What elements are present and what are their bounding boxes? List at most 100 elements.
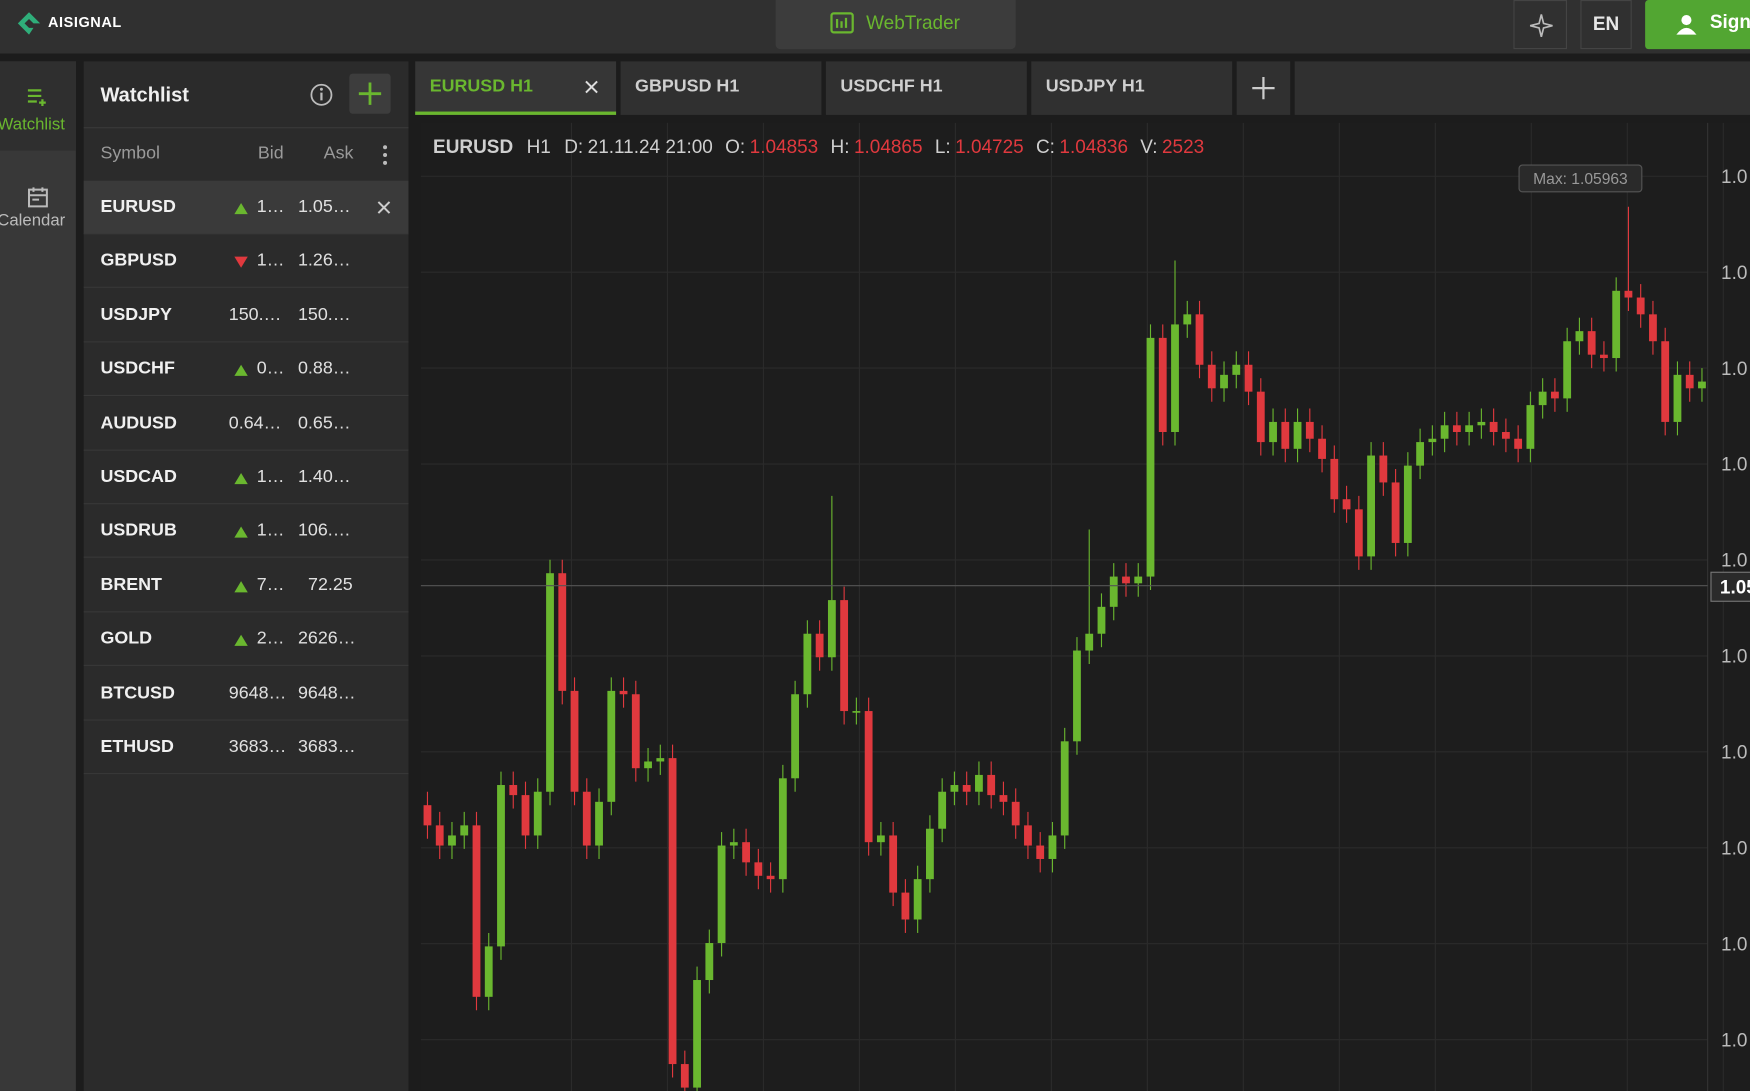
watchlist-row[interactable]: BRENT 7… 72.25 [83,559,409,613]
webtrader-label: WebTrader [866,12,960,34]
bid: 1… [256,251,285,271]
arrow [234,472,248,485]
remove-icon[interactable] [376,200,392,216]
close-tab[interactable] [584,79,600,95]
info-label: O: [725,136,746,158]
price-label: 1.0 [1721,647,1747,668]
watchlist-row[interactable]: GOLD 2… 2626… [83,613,409,667]
candle-body [729,842,738,846]
language-button[interactable]: EN [1580,0,1632,50]
candle-body [926,828,934,880]
trend-arrow [234,203,248,215]
watchlist-row[interactable]: ETHUSD 3683… 3683… [83,721,409,775]
watchlist-row[interactable]: USDCHF 0… 0.88… [83,343,409,397]
candle-body [705,943,714,981]
logo-icon [17,12,41,35]
candle-body [754,862,763,876]
candle-body [656,758,665,762]
candle-body [1673,374,1682,422]
candle-body [1428,438,1437,443]
info-icon[interactable] [309,83,334,108]
menu-icon[interactable] [381,144,390,166]
tab[interactable]: EURUSD H1 [415,61,617,115]
watchlist-title: Watchlist [100,83,190,106]
watchlist-row[interactable]: GBPUSD 1… 1.26… [83,235,409,289]
candle-body [1477,421,1486,426]
candle-body [1649,314,1657,342]
trend-arrow [234,364,248,377]
arrow [234,580,248,593]
watchlist-row[interactable]: USDJPY 150.… 150.… [83,289,409,343]
candle-body [1367,455,1375,557]
candle-body [1489,421,1498,433]
watchlist-row[interactable]: EURUSD 1… 1.05… [83,180,409,235]
add-tab[interactable] [1236,61,1291,115]
candle-body [1624,290,1633,298]
candle-body [570,690,579,792]
ask: 1.05… [297,197,351,217]
max-box [1518,164,1643,193]
tab[interactable]: GBPUSD H1 [620,61,822,115]
candle-body [987,774,996,796]
watchlist-row[interactable]: BTCUSD 9648… 9648… [83,667,409,721]
bid: 0.64… [228,413,282,433]
info-value: 1.04865 [853,136,923,158]
trend-arrow [234,526,248,539]
x [585,80,598,94]
candle-body [778,778,787,880]
price-label: 1.0 [1721,1030,1747,1051]
tab[interactable]: USDCHF H1 [825,61,1027,115]
tab-label: USDCHF H1 [840,76,943,96]
candle-body [1391,482,1400,543]
candle-body [901,892,910,920]
column-header: Symbol Bid Ask [83,127,409,182]
watchlist-row[interactable]: AUDUSD 0.64… 0.65… [83,397,409,451]
price-label: 1.0 [1721,455,1747,476]
candle-body [1024,825,1032,846]
watchlist-row[interactable]: USDCAD 1… 1.40… [83,451,409,505]
candle-body [1550,391,1559,399]
symbol: USDCHF [100,359,175,379]
candle-body [1134,576,1143,584]
webtrader-button[interactable]: WebTrader [775,0,1016,50]
trend-arrow [234,634,248,647]
info-label: V: [1140,136,1158,158]
candle-body [889,835,898,893]
candle-body [472,825,481,997]
rail-icon [27,89,46,106]
webtrader-icon [830,12,854,34]
add-symbol-button[interactable] [349,73,391,114]
candle-body [1293,421,1302,449]
tab-underline [415,111,617,115]
sign-in-button[interactable]: Sign [1645,0,1750,50]
info-label: D: [564,136,584,158]
candle-body [1158,337,1167,433]
rail-item[interactable]: Watchlist [0,61,76,151]
chart-area: 1.0 1.0 1.0 1.0 1.0 1.0 1.0 1.0 1.0 1.0 1.05 Max: 1… [420,122,1750,1091]
candle-body [1661,341,1670,422]
rail-item[interactable]: Calendar [0,162,76,251]
watchlist-row[interactable]: USDRUB 1… 106.… [83,505,409,559]
symbol: EURUSD [100,197,176,217]
list-icon [27,89,46,106]
candle-body [1220,374,1228,389]
bid: 9648… [228,683,287,703]
candle-body [1600,354,1608,359]
candle-body [1563,341,1572,399]
candle-body [1403,465,1412,543]
info-value: 21.11.24 21:00 [587,136,713,158]
price-label: 1.0 [1721,551,1747,572]
tab-label: USDJPY H1 [1045,76,1145,96]
ai-button[interactable] [1513,0,1568,50]
price-label: 1.0 [1721,263,1747,284]
candle-body [558,573,567,691]
tab[interactable]: USDJPY H1 [1031,61,1233,115]
candle-body [423,805,432,826]
info-value: 2523 [1161,136,1205,158]
max-label: Max: 1.05963 [1533,171,1628,188]
bid: 7… [256,575,285,595]
candle-body [680,1064,689,1088]
bid: 3683… [228,737,287,757]
